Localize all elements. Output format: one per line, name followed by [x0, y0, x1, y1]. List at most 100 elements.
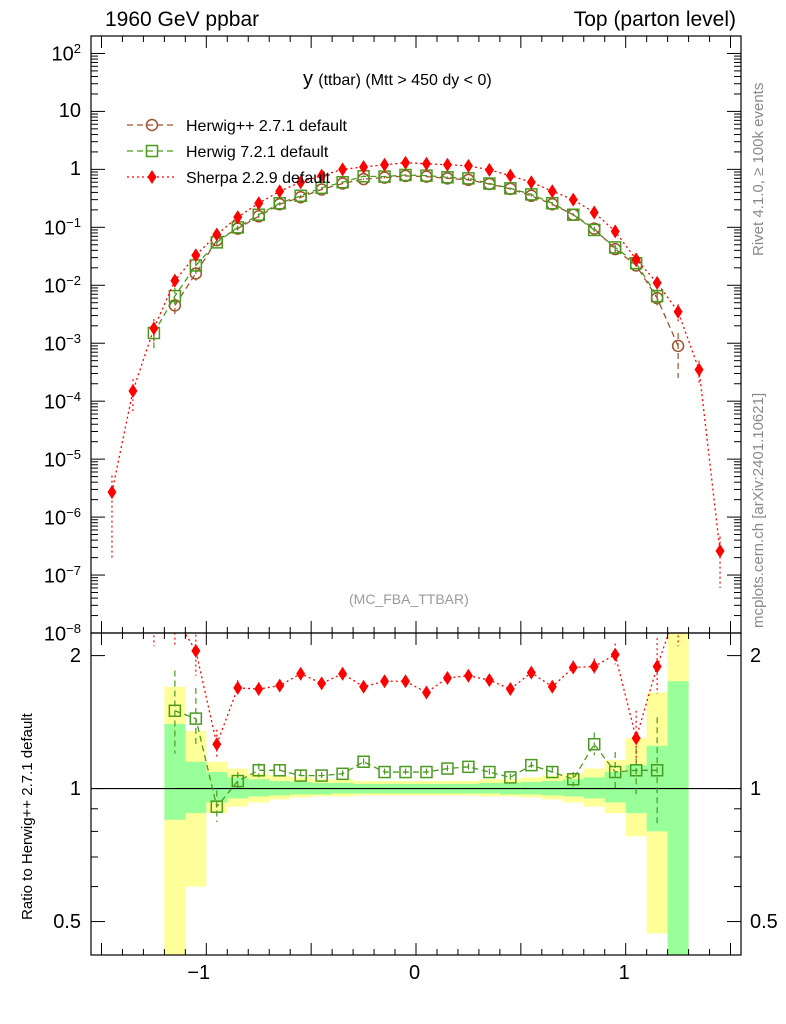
main-data-point — [338, 162, 348, 177]
ratio-data-point — [442, 670, 452, 685]
ratio-data-point — [484, 673, 494, 688]
main-data-point — [296, 175, 306, 190]
header-left-title: 1960 GeV ppbar — [105, 8, 260, 31]
ratio-data-point — [296, 666, 306, 681]
main-data-point — [336, 175, 349, 189]
ratio-y-tick-label: 1 — [69, 777, 81, 800]
main-data-point — [608, 241, 622, 254]
main-data-point — [631, 252, 641, 267]
ratio-data-point — [505, 682, 515, 697]
ratio-data-point — [399, 765, 412, 779]
main-data-point — [505, 168, 515, 183]
ratio-data-point — [210, 800, 224, 813]
plot-title: y (ttbar) (Mtt > 450 dy < 0) — [303, 68, 492, 91]
main-data-point — [671, 339, 685, 353]
ratio-data-point — [629, 764, 643, 777]
main-series-line — [174, 175, 679, 347]
main-y-tick-label: 10−3 — [43, 331, 81, 356]
main-series-circle — [168, 169, 685, 379]
ratio-data-point — [463, 668, 473, 683]
ratio-data-point — [189, 712, 203, 725]
main-data-point — [294, 189, 307, 203]
ratio-data-point — [338, 666, 348, 681]
main-y-tick-label: 10−6 — [43, 505, 81, 530]
x-tick-label: 0 — [409, 962, 421, 984]
ratio-band-green — [206, 772, 228, 803]
main-data-point — [587, 223, 601, 237]
ratio-data-point — [273, 764, 286, 777]
ratio-y-axis-label: Ratio to Herwig++ 2.7.1 default — [19, 713, 36, 920]
main-series-square — [147, 168, 664, 353]
ratio-y-tick-label: 0.5 — [53, 910, 81, 933]
main-data-point — [567, 208, 580, 221]
ratio-data-point — [421, 685, 431, 700]
ratio-data-point — [526, 665, 536, 680]
main-data-point — [128, 383, 138, 398]
ratio-y-tick-label-right: 0.5 — [750, 910, 778, 933]
ratio-data-point — [294, 769, 307, 782]
legend-marker — [145, 118, 159, 132]
main-data-point — [650, 289, 664, 303]
ratio-series-diamond — [153, 598, 683, 762]
ratio-y-tick-label-right: 2 — [750, 644, 762, 667]
main-data-point — [212, 227, 222, 242]
ratio-data-point — [652, 659, 662, 674]
main-data-point — [107, 485, 117, 500]
ratio-data-point — [191, 643, 201, 658]
ratio-data-point — [212, 737, 222, 752]
main-y-tick-label: 10−1 — [43, 215, 81, 240]
main-data-point — [421, 156, 431, 171]
main-data-point — [191, 248, 201, 263]
legend-label: Herwig 7.2.1 default — [186, 144, 329, 161]
ratio-data-point — [317, 676, 327, 691]
main-data-point — [504, 182, 517, 195]
ratio-data-point — [254, 682, 264, 697]
ratio-data-point — [357, 755, 370, 769]
legend-label: Sherpa 2.2.9 default — [186, 170, 331, 187]
ratio-band-green — [248, 779, 270, 797]
main-data-point — [254, 196, 264, 211]
ratio-data-point — [674, 598, 683, 612]
ratio-band-green — [667, 681, 689, 955]
ratio-data-point — [546, 765, 559, 779]
main-y-tick-label: 10−5 — [43, 447, 81, 472]
legend-marker — [145, 144, 159, 158]
main-data-point — [275, 184, 285, 199]
main-data-point — [380, 157, 390, 172]
main-data-point — [168, 289, 182, 303]
main-y-tick-label: 10−7 — [43, 563, 81, 588]
main-y-tick-label: 10−4 — [43, 389, 81, 414]
ratio-data-point — [420, 765, 433, 779]
main-data-point — [149, 321, 159, 336]
main-data-point — [715, 543, 725, 558]
plot-title-detail: (ttbar) (Mtt > 450 dy < 0) — [318, 72, 492, 89]
ratio-y-tick-label: 2 — [69, 644, 81, 667]
x-tick-label: −1 — [187, 962, 211, 984]
main-data-point — [652, 275, 662, 290]
ratio-band-green — [583, 777, 605, 799]
ratio-data-point — [631, 731, 641, 746]
watermark-label: (MC_FBA_TTBAR) — [349, 591, 469, 607]
main-data-point — [610, 224, 620, 239]
main-data-point — [547, 184, 557, 199]
ratio-data-point — [587, 737, 601, 751]
ratio-series-square — [168, 670, 664, 825]
main-data-point — [233, 210, 243, 225]
main-data-point — [484, 162, 494, 177]
ratio-data-point — [359, 679, 369, 694]
legend-label: Herwig++ 2.7.1 default — [186, 118, 348, 135]
ratio-data-point — [504, 771, 517, 784]
plot-title-variable: y — [303, 68, 313, 90]
ratio-band-green — [562, 779, 584, 797]
ratio-data-point — [233, 680, 243, 695]
main-y-tick-label: 10 — [58, 100, 81, 123]
main-y-tick-label: 10−8 — [43, 621, 81, 646]
main-data-point — [189, 267, 203, 280]
main-data-point — [317, 168, 327, 183]
ratio-data-point — [336, 767, 349, 781]
ratio-data-point — [275, 678, 285, 693]
main-data-point — [463, 158, 473, 173]
ratio-band-green — [164, 724, 186, 820]
ratio-data-point — [231, 774, 245, 788]
